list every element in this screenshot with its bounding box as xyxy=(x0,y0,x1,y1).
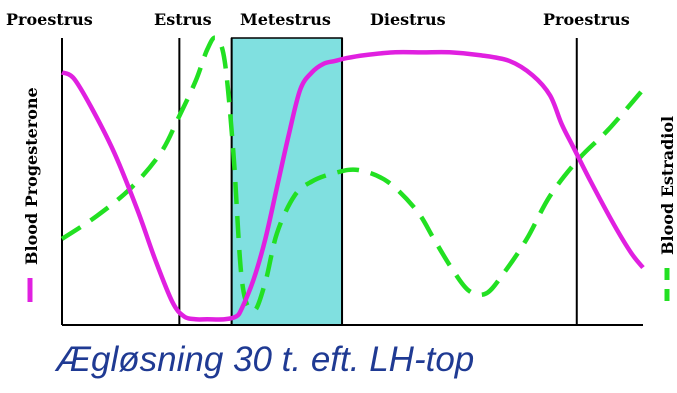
estradiol-line xyxy=(60,35,645,313)
phase-label-2: Estrus xyxy=(154,10,212,29)
phase-label-4: Diestrus xyxy=(370,10,446,29)
y-axis-right-title: Blood Estradiol xyxy=(658,116,677,255)
progesterone-line xyxy=(61,49,645,322)
phase-label-3: Metestrus xyxy=(240,10,331,29)
y-axis-left-title: Blood Progesterone xyxy=(22,87,41,265)
metestrus-band xyxy=(230,37,343,326)
phase-label-1: Proestrus xyxy=(6,10,93,29)
phase-label-5: Proestrus xyxy=(543,10,630,29)
caption: Ægløsning 30 t. eft. LH-top xyxy=(56,340,475,379)
